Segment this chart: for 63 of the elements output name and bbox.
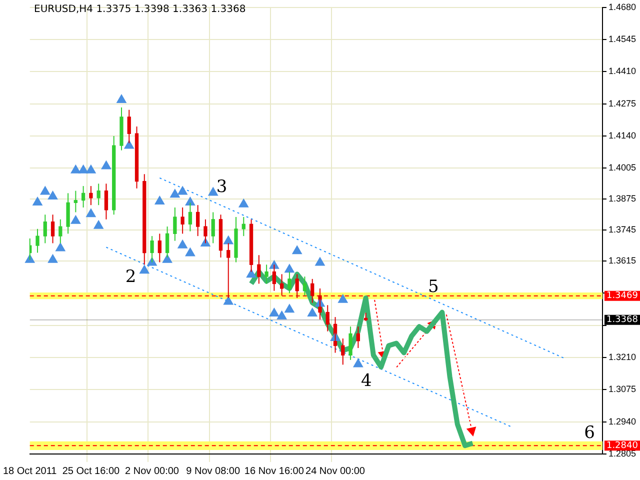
y-tick-label: 1.2940 <box>608 416 636 426</box>
point <box>276 310 287 320</box>
point <box>86 164 96 174</box>
point <box>284 304 294 313</box>
point <box>284 264 294 273</box>
y-tick-label: 1.3615 <box>608 256 636 266</box>
point <box>56 242 66 252</box>
x-tick-label: 18 Oct 2011 <box>2 466 58 477</box>
y-tick-label: 1.4005 <box>608 162 636 173</box>
x-tick-label: 16 Nov 16:00 <box>244 466 304 477</box>
annotation: 5 <box>428 277 439 298</box>
chart-title: EURUSD,H4 1.3375 1.3398 1.3363 1.3368 <box>34 4 246 15</box>
point <box>48 254 58 263</box>
point <box>140 265 150 274</box>
annotation: 3 <box>216 176 228 197</box>
point <box>185 248 196 256</box>
point <box>154 196 164 205</box>
point <box>116 94 126 104</box>
point <box>208 187 218 196</box>
point <box>162 254 172 263</box>
point <box>94 220 104 229</box>
y-tick-label: 1.4680 <box>608 2 636 12</box>
point <box>70 164 81 174</box>
point <box>101 160 112 170</box>
x-tick-label: 25 Oct 16:00 <box>62 466 120 477</box>
ref-line-label: 1.3469 <box>606 291 638 302</box>
y-tick-label: 1.4275 <box>608 98 636 108</box>
point <box>308 308 318 316</box>
point <box>224 236 234 244</box>
x-tick-label: 2 Nov 00:00 <box>125 466 180 477</box>
point <box>32 196 42 206</box>
annotation: 6 <box>584 422 595 443</box>
point <box>246 269 256 278</box>
y-tick-label: 1.4545 <box>608 34 636 44</box>
point <box>40 186 50 195</box>
y-tick-label: 1.4140 <box>608 130 636 141</box>
point <box>224 296 234 305</box>
point <box>178 186 188 195</box>
point <box>170 189 180 198</box>
point <box>353 358 363 368</box>
annotation: 2 <box>125 266 136 287</box>
point <box>78 164 88 174</box>
point <box>70 215 81 224</box>
point <box>338 294 348 303</box>
x-tick-label: 24 Nov 00:00 <box>306 466 366 477</box>
point <box>315 257 325 266</box>
y-tick-label: 1.3745 <box>608 224 636 235</box>
ref-line-label: 1.3368 <box>606 315 638 326</box>
point <box>292 246 302 254</box>
point <box>48 191 58 200</box>
y-tick-label: 1.3210 <box>608 352 636 362</box>
point <box>238 198 248 208</box>
point <box>269 308 280 316</box>
annotation: 4 <box>360 370 372 391</box>
y-tick-label: 1.4410 <box>608 66 636 76</box>
point <box>86 208 96 218</box>
x-tick-label: 9 Nov 08:00 <box>186 466 240 477</box>
point <box>185 196 196 206</box>
ref-line-label: 1.2840 <box>606 441 638 452</box>
y-tick-label: 1.3875 <box>608 194 636 204</box>
y-tick-label: 1.3075 <box>608 384 636 394</box>
point <box>178 240 188 248</box>
point <box>124 140 134 149</box>
